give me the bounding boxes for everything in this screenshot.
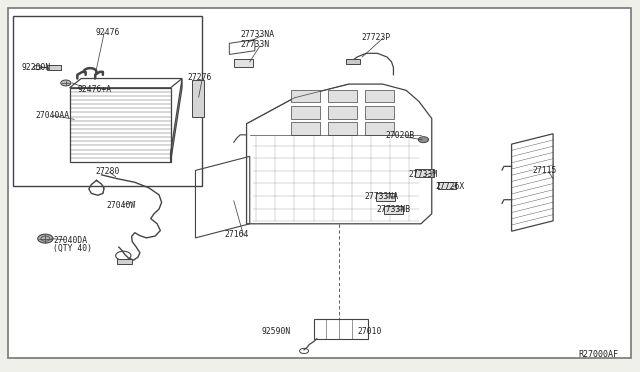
Circle shape [38, 234, 53, 243]
Text: 92476+A: 92476+A [77, 85, 111, 94]
Text: 27733NB: 27733NB [376, 205, 410, 214]
Bar [13, 16, 202, 186]
Bar [314, 320, 368, 339]
Bar [328, 106, 357, 119]
Text: 27733NA: 27733NA [365, 192, 399, 201]
Bar [438, 182, 456, 189]
Bar [415, 169, 434, 177]
Bar [291, 122, 320, 135]
Bar [47, 65, 61, 70]
Text: 27276: 27276 [187, 73, 212, 82]
Text: 27733N: 27733N [240, 40, 269, 49]
Text: 92200N: 92200N [22, 63, 51, 72]
Text: 27733NA: 27733NA [240, 29, 275, 39]
Text: 27040DA: 27040DA [53, 236, 87, 246]
Text: 27280: 27280 [95, 167, 120, 176]
Text: 27020B: 27020B [385, 131, 414, 141]
Bar [328, 122, 357, 135]
Bar [365, 90, 394, 102]
Text: 27115: 27115 [532, 166, 556, 175]
Circle shape [61, 80, 71, 86]
Bar [346, 59, 360, 64]
Bar [365, 106, 394, 119]
Text: 27733M: 27733M [408, 170, 437, 179]
Bar [376, 193, 396, 201]
Text: R27000AF: R27000AF [579, 350, 619, 359]
Text: 92590N: 92590N [261, 327, 291, 336]
Bar [192, 80, 204, 118]
Text: 27010: 27010 [357, 327, 381, 336]
Bar [117, 259, 132, 264]
Bar [328, 90, 357, 102]
Bar [365, 122, 394, 135]
Bar [291, 90, 320, 102]
Bar [291, 106, 320, 119]
Text: 27723P: 27723P [362, 33, 391, 42]
Text: 27040W: 27040W [106, 201, 135, 210]
Text: 92476: 92476 [95, 28, 120, 38]
Text: (QTY 40): (QTY 40) [53, 244, 92, 253]
Text: 27726X: 27726X [435, 182, 464, 190]
Text: 27040AA: 27040AA [36, 111, 70, 120]
Bar [384, 206, 403, 214]
Bar [234, 58, 253, 67]
Circle shape [419, 137, 429, 142]
Text: 27164: 27164 [224, 230, 248, 240]
